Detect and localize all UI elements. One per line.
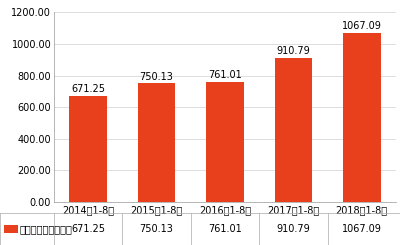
Text: 财政总收入（亿元）: 财政总收入（亿元） xyxy=(20,224,72,234)
Bar xyxy=(343,33,381,202)
Text: 761.01: 761.01 xyxy=(208,224,242,234)
Bar xyxy=(138,84,176,202)
Text: 1067.09: 1067.09 xyxy=(342,21,382,31)
Bar xyxy=(274,58,312,202)
Bar xyxy=(4,225,18,233)
Text: 1067.09: 1067.09 xyxy=(342,224,382,234)
Text: 750.13: 750.13 xyxy=(140,224,174,234)
Text: 910.79: 910.79 xyxy=(276,46,310,56)
Bar xyxy=(206,82,244,202)
Text: 671.25: 671.25 xyxy=(71,84,105,94)
Text: 910.79: 910.79 xyxy=(276,224,310,234)
Text: 671.25: 671.25 xyxy=(71,224,105,234)
Text: 761.01: 761.01 xyxy=(208,70,242,80)
Bar xyxy=(69,96,107,202)
Text: 750.13: 750.13 xyxy=(140,72,174,82)
